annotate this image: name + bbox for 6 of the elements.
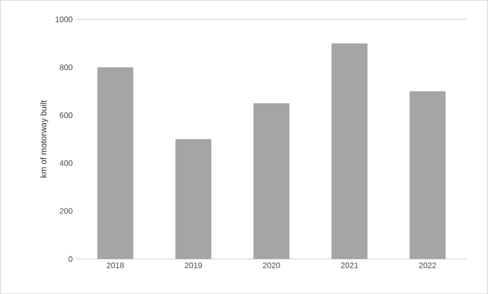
y-axis-title: km of motorway built bbox=[40, 100, 48, 178]
bar bbox=[410, 91, 446, 259]
bar bbox=[332, 43, 368, 259]
bar bbox=[253, 103, 290, 259]
bar bbox=[97, 67, 134, 259]
bar bbox=[175, 139, 212, 259]
